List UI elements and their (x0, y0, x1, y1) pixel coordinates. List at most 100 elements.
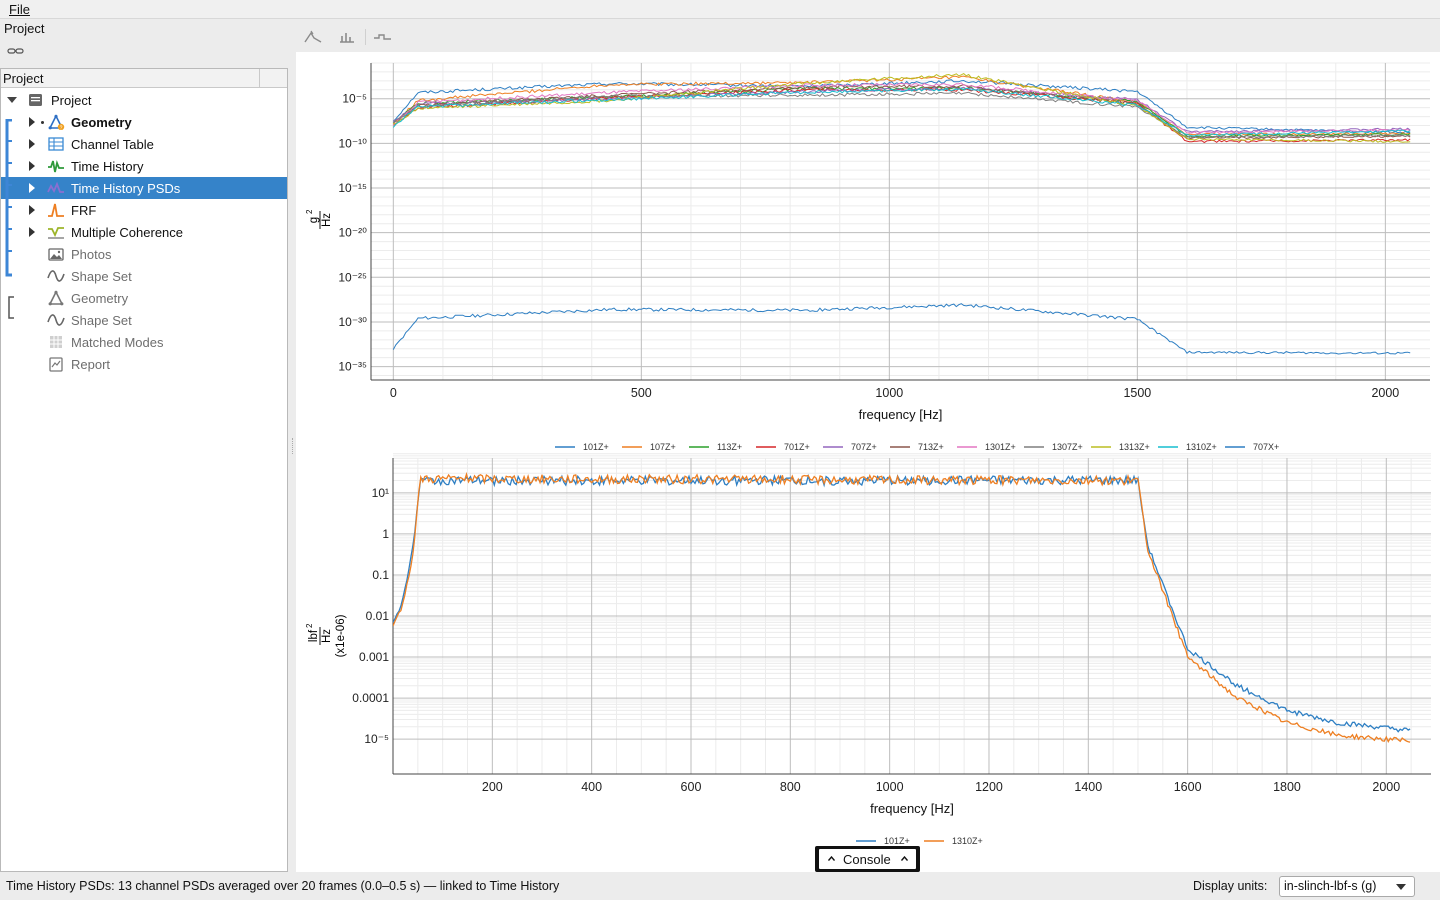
bar-chart-icon[interactable] (336, 27, 358, 47)
splitter-grip[interactable] (292, 438, 293, 454)
time-history-icon (47, 158, 65, 174)
console-tab[interactable]: Console (815, 846, 920, 872)
tree-item-frf[interactable]: FRF (1, 199, 287, 221)
chevron-right-icon[interactable] (27, 116, 37, 128)
coherence-icon (47, 224, 65, 240)
tree-item-report[interactable]: Report (1, 353, 287, 375)
x-tick-label: 2000 (1372, 780, 1400, 794)
x-tick-label: 500 (631, 386, 652, 400)
tree-item-geometry[interactable]: ? Geometry (1, 111, 287, 133)
panel-splitter[interactable] (288, 52, 296, 872)
y-tick-label: 10¹ (372, 486, 389, 500)
series-line-101Z+ (392, 79, 1411, 134)
x-tick-label: 1200 (975, 780, 1003, 794)
chevron-right-icon[interactable] (27, 160, 37, 172)
legend-label: 1313Z+ (1119, 442, 1150, 452)
link-icon[interactable] (6, 44, 26, 58)
psd-icon (47, 180, 65, 196)
project-panel-title: Project (4, 21, 45, 36)
y-label-numerator: g (308, 217, 320, 223)
x-tick-label: 0 (390, 386, 397, 400)
tree-item-label: Channel Table (71, 137, 154, 152)
x-axis-label: frequency [Hz] (859, 407, 943, 422)
y-label-denominator: Hz (321, 629, 333, 643)
y-tick-label: 10⁻³⁵ (338, 360, 367, 374)
y-label-exponent: 2 (305, 623, 314, 628)
series-line-1307Z+ (393, 91, 1411, 139)
peak-pick-icon[interactable] (302, 27, 324, 47)
tree-item-time-history[interactable]: Time History (1, 155, 287, 177)
tree-item-channel-table[interactable]: Channel Table (1, 133, 287, 155)
y-tick-label: 0.1 (372, 568, 389, 582)
photos-icon (47, 246, 65, 262)
chevron-down-icon[interactable] (7, 94, 17, 106)
tree-item-project[interactable]: Project (1, 89, 287, 111)
chevron-up-icon (828, 856, 835, 861)
column-divider[interactable] (259, 69, 260, 88)
shape-set-icon (47, 268, 65, 284)
chevron-right-icon[interactable] (27, 204, 37, 216)
series-line-701Z+ (393, 87, 1411, 144)
tree-item-label: Shape Set (71, 313, 132, 328)
tree-column-label: Project (3, 71, 44, 86)
x-tick-label: 400 (581, 780, 602, 794)
series-line-107Z+ (392, 75, 1411, 136)
console-label: Console (843, 852, 891, 867)
y-label-denominator: Hz (321, 213, 333, 227)
chevron-right-icon[interactable] (27, 182, 37, 194)
step-signal-icon[interactable] (372, 27, 394, 47)
geometry-icon: ? (47, 114, 65, 131)
y-label-exponent: 2 (305, 209, 314, 214)
tree-column-header[interactable]: Project (1, 69, 287, 88)
svg-text:?: ? (60, 125, 63, 130)
tree-item-label: Project (51, 93, 92, 108)
plot-toolbar (296, 21, 1440, 52)
toolbar-separator (365, 29, 366, 45)
tree-item-shape-set[interactable]: Shape Set (1, 265, 287, 287)
y-tick-label: 0.01 (366, 609, 390, 623)
tree-item-geometry[interactable]: Geometry (1, 287, 287, 309)
status-bar: Time History PSDs: 13 channel PSDs avera… (0, 872, 1440, 900)
x-axis-label: frequency [Hz] (870, 801, 954, 816)
x-tick-label: 800 (780, 780, 801, 794)
x-tick-label: 1800 (1273, 780, 1301, 794)
y-tick-label: 1 (382, 527, 389, 541)
x-tick-label: 1000 (876, 780, 904, 794)
console-button[interactable]: Console (819, 849, 916, 869)
tree-item-label: Report (71, 357, 111, 372)
tree-item-matched-modes[interactable]: Matched Modes (1, 331, 287, 353)
tree-item-multiple-coherence[interactable]: Multiple Coherence (1, 221, 287, 243)
y-tick-label: 10⁻¹⁵ (338, 181, 367, 195)
geometry-icon (47, 290, 65, 306)
frf-icon (47, 202, 65, 218)
x-tick-label: 1500 (1123, 386, 1151, 400)
legend-label: 707X+ (1253, 442, 1279, 452)
legend-label: 101Z+ (884, 836, 910, 846)
chevron-up-icon (901, 856, 908, 861)
tree-item-photos[interactable]: Photos (1, 243, 287, 265)
chart-0: g 2 Hz (305, 62, 1430, 448)
tree-item-label: Photos (71, 247, 112, 262)
shape-set-icon (47, 312, 65, 328)
display-units-value: in-slinch-lbf-s (g) (1284, 879, 1377, 893)
y-label-numerator: lbf (308, 629, 320, 642)
chevron-down-icon (1396, 884, 1406, 890)
series-line-1301Z+ (393, 82, 1411, 134)
tree-item-label: Time History PSDs (71, 181, 181, 196)
tree-item-label: Time History (71, 159, 144, 174)
project-tree: Project Project? Geometry Channel Table Tim… (0, 68, 288, 872)
y-tick-label: 10⁻⁵ (364, 732, 389, 746)
tree-item-time-history-psds[interactable]: Time History PSDs (1, 177, 287, 199)
psd-charts[interactable]: g 2 Hz 0 500 1000 1500 2000 10⁻⁵ 10⁻¹⁰ 10⁻¹⁵ 10⁻²⁰ 1… (296, 52, 1440, 872)
display-units-select[interactable]: in-slinch-lbf-s (g) (1279, 876, 1415, 897)
group-bracket (5, 119, 14, 319)
y-tick-label: 10⁻²⁵ (338, 270, 367, 284)
series-line-1313Z+ (393, 73, 1411, 143)
menu-bar: File (0, 0, 1440, 19)
tree-item-label: Matched Modes (71, 335, 164, 350)
chevron-right-icon[interactable] (27, 226, 37, 238)
menu-file[interactable]: File (9, 2, 30, 17)
tree-item-label: Geometry (71, 115, 132, 130)
chevron-right-icon[interactable] (27, 138, 37, 150)
tree-item-shape-set[interactable]: Shape Set (1, 309, 287, 331)
